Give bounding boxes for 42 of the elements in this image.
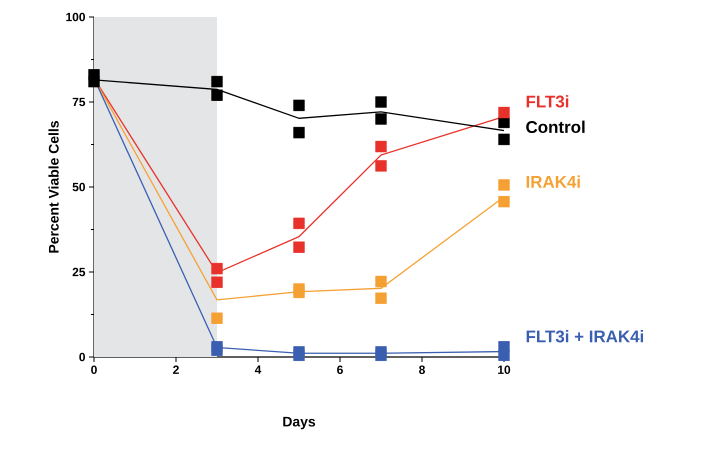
point bbox=[498, 134, 510, 146]
point bbox=[375, 113, 387, 125]
point bbox=[211, 262, 223, 274]
y-tick-label: 25 bbox=[72, 268, 86, 276]
point bbox=[293, 218, 305, 230]
y-axis-title: Percent Viable Cells bbox=[48, 121, 59, 253]
x-tick-label: 10 bbox=[498, 366, 510, 374]
x-tick-label: 6 bbox=[337, 366, 343, 374]
point bbox=[375, 140, 387, 152]
point bbox=[293, 126, 305, 138]
x-tick-label: 8 bbox=[419, 366, 425, 374]
point bbox=[88, 76, 100, 88]
point bbox=[211, 276, 223, 288]
x-tick-label: 0 bbox=[91, 366, 97, 374]
point bbox=[375, 292, 387, 304]
series-label: IRAK4i bbox=[526, 175, 580, 188]
x-tick-label: 4 bbox=[254, 366, 262, 374]
point bbox=[498, 179, 510, 191]
point bbox=[293, 100, 305, 112]
series-label: FLT3i bbox=[526, 95, 568, 108]
point bbox=[498, 350, 510, 361]
y-tick-label: 50 bbox=[72, 182, 85, 192]
point bbox=[375, 160, 387, 172]
series-label: Control bbox=[526, 120, 585, 134]
point bbox=[293, 241, 305, 253]
y-tick-label: 0 bbox=[79, 352, 85, 362]
point bbox=[293, 283, 305, 295]
point bbox=[375, 276, 387, 288]
point bbox=[375, 96, 387, 108]
series-label: FLT3i + IRAK4i bbox=[526, 330, 644, 342]
point bbox=[293, 350, 305, 361]
point bbox=[211, 312, 223, 324]
point bbox=[498, 106, 510, 118]
point bbox=[211, 344, 223, 356]
y-tick-label: 100 bbox=[66, 12, 85, 22]
y-tick-label: 75 bbox=[72, 98, 86, 106]
point bbox=[498, 196, 510, 208]
x-tick-label: 2 bbox=[173, 366, 179, 374]
x-axis-title: Days bbox=[283, 416, 316, 430]
point bbox=[211, 76, 223, 88]
point bbox=[211, 89, 223, 101]
point bbox=[375, 350, 387, 361]
